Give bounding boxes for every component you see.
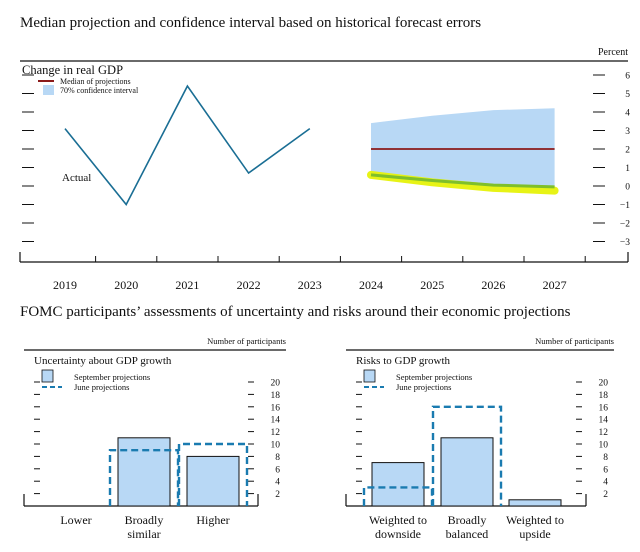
panel-unit-label: Number of participants bbox=[207, 336, 286, 346]
panel-y-tick-label: 18 bbox=[599, 391, 609, 401]
panel-y-tick-label: 2 bbox=[603, 490, 608, 500]
legend-ci-label: 70% confidence interval bbox=[60, 86, 139, 95]
actual-label: Actual bbox=[62, 172, 91, 184]
gdp-unit-label: Percent bbox=[598, 47, 628, 58]
panel-y-tick-label: 18 bbox=[271, 391, 281, 401]
legend-september-swatch bbox=[41, 369, 54, 383]
panel-y-tick-label: 14 bbox=[271, 416, 281, 426]
panel-y-tick-label: 12 bbox=[599, 428, 609, 438]
september-bar bbox=[508, 499, 562, 507]
bottom-title: FOMC participants’ assessments of uncert… bbox=[20, 304, 571, 320]
legend-september-label: September projections bbox=[74, 372, 150, 382]
top-title: Median projection and confidence interva… bbox=[20, 15, 481, 31]
gdp-x-tick-label: 2025 bbox=[420, 278, 444, 292]
panel-y-tick-label: 6 bbox=[603, 465, 608, 475]
gdp-x-tick-label: 2026 bbox=[481, 278, 505, 292]
gdp-y-tick-label: 0 bbox=[625, 183, 630, 193]
risks-panel: Number of participants Risks to GDP growt… bbox=[345, 336, 614, 541]
panel-y-tick-label: 10 bbox=[271, 441, 281, 451]
gdp-y-tick-label: −1 bbox=[620, 201, 630, 211]
panel-y-tick-label: 6 bbox=[275, 465, 280, 475]
legend-june-label: June projections bbox=[396, 382, 451, 392]
legend-september-label: September projections bbox=[396, 372, 472, 382]
panel-category-label: Lower bbox=[60, 513, 91, 527]
panel-y-tick-label: 12 bbox=[271, 428, 281, 438]
panel-y-tick-label: 20 bbox=[271, 379, 281, 389]
gdp-x-tick-label: 2019 bbox=[53, 278, 77, 292]
gdp-y-tick-label: −2 bbox=[620, 220, 630, 230]
gdp-x-tick-label: 2027 bbox=[543, 278, 567, 292]
panel-y-tick-label: 10 bbox=[599, 441, 609, 451]
gdp-legend: Median of projections 70% confidence int… bbox=[38, 77, 139, 95]
gdp-x-tick-label: 2021 bbox=[175, 278, 199, 292]
panel-y-tick-label: 4 bbox=[275, 478, 280, 488]
confidence-interval-band bbox=[371, 108, 555, 187]
actual-gdp-line bbox=[64, 84, 311, 206]
gdp-y-tick-label: 3 bbox=[625, 127, 630, 137]
panel-title: Uncertainty about GDP growth bbox=[34, 355, 172, 367]
panel-title: Risks to GDP growth bbox=[356, 355, 451, 367]
panel-unit-label: Number of participants bbox=[535, 336, 614, 346]
gdp-x-tick-label: 2023 bbox=[298, 278, 322, 292]
legend-june-label: June projections bbox=[74, 382, 129, 392]
panel-y-tick-label: 8 bbox=[275, 453, 280, 463]
gdp-chart-title: Change in real GDP bbox=[22, 63, 123, 77]
panel-category-label: downside bbox=[375, 527, 421, 541]
panel-category-label: Higher bbox=[196, 513, 229, 527]
june-outline bbox=[177, 442, 249, 506]
june-outline bbox=[108, 449, 180, 506]
panel-y-tick-label: 8 bbox=[603, 453, 608, 463]
legend-september-swatch bbox=[363, 369, 376, 383]
gdp-y-ticks: 6 5 4 3 2 1 0 −1 −2 −3 bbox=[22, 72, 630, 248]
gdp-y-tick-label: 5 bbox=[625, 90, 630, 100]
legend-median-label: Median of projections bbox=[60, 77, 131, 86]
gdp-y-tick-label: 1 bbox=[625, 164, 630, 174]
panel-category-label: upside bbox=[519, 527, 550, 541]
panel-category-label: similar bbox=[127, 527, 160, 541]
september-bar bbox=[371, 462, 425, 507]
panel-y-tick-label: 20 bbox=[599, 379, 609, 389]
legend-ci-swatch bbox=[43, 85, 54, 95]
panel-category-label: Broadly bbox=[448, 513, 487, 527]
gdp-x-tick-label: 2022 bbox=[237, 278, 261, 292]
panel-y-tick-label: 14 bbox=[599, 416, 609, 426]
september-bar bbox=[117, 437, 171, 507]
gdp-x-tick-label: 2020 bbox=[114, 278, 138, 292]
uncertainty-panel: Number of participants Uncertainty about … bbox=[23, 336, 286, 541]
panel-category-label: Broadly bbox=[125, 513, 164, 527]
gdp-x-tick-label: 2024 bbox=[359, 278, 383, 292]
gdp-y-tick-label: 6 bbox=[625, 72, 630, 82]
september-bar bbox=[186, 455, 240, 507]
panel-category-label: Weighted to bbox=[506, 513, 564, 527]
september-bar bbox=[440, 437, 494, 507]
panel-y-tick-label: 4 bbox=[603, 478, 608, 488]
panel-y-tick-label: 2 bbox=[275, 490, 280, 500]
ci-lower-edge bbox=[370, 173, 555, 189]
june-outline bbox=[431, 405, 503, 506]
panel-category-label: balanced bbox=[446, 527, 489, 541]
gdp-projection-chart: Percent Change in real GDP Median of pro… bbox=[19, 47, 630, 292]
gdp-y-tick-label: 4 bbox=[625, 109, 630, 119]
panel-y-tick-label: 16 bbox=[271, 403, 281, 413]
gdp-y-tick-label: 2 bbox=[625, 146, 630, 156]
panel-category-label: Weighted to bbox=[369, 513, 427, 527]
gdp-y-tick-label: −3 bbox=[620, 238, 630, 248]
panel-y-tick-label: 16 bbox=[599, 403, 609, 413]
gdp-x-ticks: 2019 2020 2021 2022 2023 2024 2025 2026 2027 bbox=[53, 256, 586, 292]
